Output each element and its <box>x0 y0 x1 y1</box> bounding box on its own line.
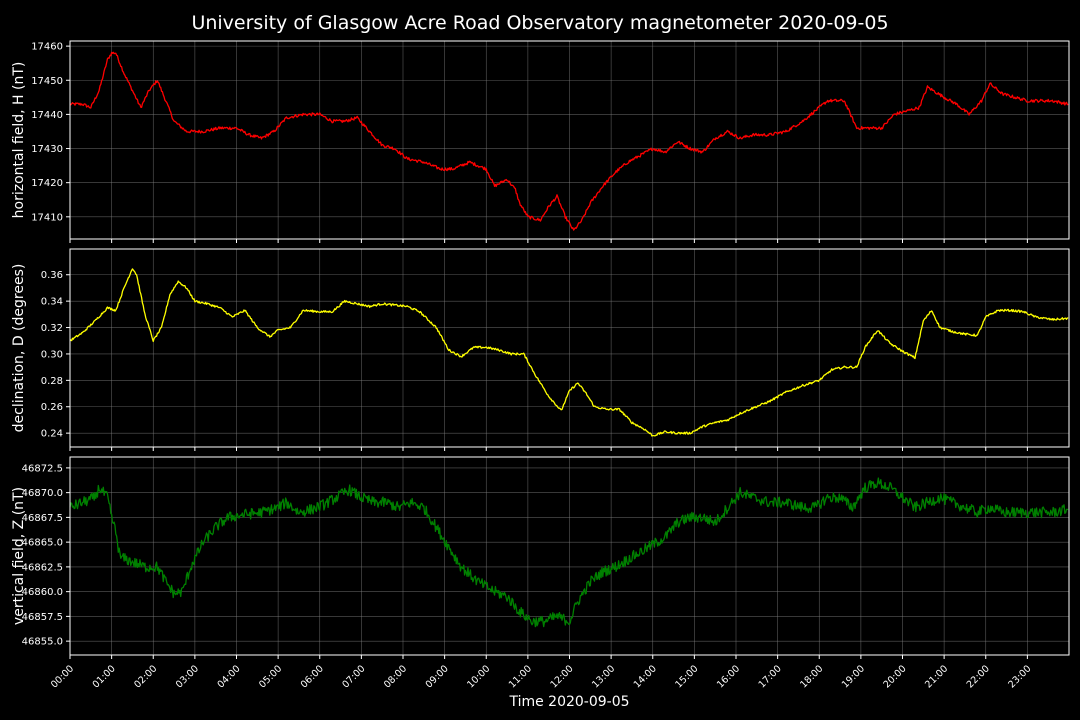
x-tick-label: 17:00 <box>757 663 784 690</box>
x-tick-label: 16:00 <box>715 663 742 690</box>
x-tick-label: 18:00 <box>798 663 825 690</box>
y-tick-label: 0.32 <box>41 323 63 334</box>
panels: 17410 17420 17430 17440 17450 17460 horizontal… <box>11 40 1070 710</box>
plot-frame <box>69 456 1070 656</box>
y-tick-label: 46855.0 <box>22 637 63 648</box>
y-tick-label: 46872.5 <box>22 463 63 474</box>
y-tick-label: 17430 <box>31 144 63 155</box>
plot-frame <box>69 248 1070 448</box>
x-tick-label: 04:00 <box>216 663 243 690</box>
y-tick-label: 46860.0 <box>22 587 63 598</box>
series-line <box>69 268 1069 437</box>
plot-frame <box>69 40 1070 240</box>
y-axis-label: vertical field, Z (nT) <box>11 487 27 625</box>
y-axis-label: horizontal field, H (nT) <box>11 62 27 219</box>
x-tick-label: 13:00 <box>590 663 617 690</box>
series-line <box>69 51 1069 231</box>
x-tick-label: 02:00 <box>132 663 159 690</box>
x-tick-label: 20:00 <box>882 663 909 690</box>
x-tick-label: 07:00 <box>340 663 367 690</box>
x-tick-label: 06:00 <box>299 663 326 690</box>
x-tick-label: 10:00 <box>465 663 492 690</box>
x-tick-label: 08:00 <box>382 663 409 690</box>
x-tick-label: 03:00 <box>174 663 201 690</box>
y-tick-label: 17440 <box>31 110 63 121</box>
y-tick-label: 46862.5 <box>22 562 63 573</box>
y-tick-label: 0.24 <box>41 429 63 440</box>
chart-title: University of Glasgow Acre Road Observat… <box>191 12 888 34</box>
x-tick-label: 09:00 <box>424 663 451 690</box>
panel-2: 0.24 0.26 0.28 0.30 0.32 0.34 0.36 declination,… <box>11 248 1070 451</box>
y-tick-label: 46857.5 <box>22 612 63 623</box>
y-tick-label: 0.28 <box>41 376 63 387</box>
x-tick-label: 15:00 <box>673 663 700 690</box>
y-tick-label: 17450 <box>31 76 63 87</box>
x-tick-label: 01:00 <box>91 663 118 690</box>
x-tick-label: 22:00 <box>965 663 992 690</box>
x-tick-label: 23:00 <box>1006 663 1033 690</box>
panel-3: 46855.0 46857.5 46860.0 46862.5 46865.0 46867… <box>11 456 1070 710</box>
y-tick-label: 0.36 <box>41 270 63 281</box>
y-tick-label: 0.34 <box>41 297 63 308</box>
x-tick-label: 12:00 <box>549 663 576 690</box>
y-tick-label: 17410 <box>31 212 63 223</box>
x-tick-label: 05:00 <box>257 663 284 690</box>
y-tick-label: 0.26 <box>41 402 63 413</box>
y-tick-label: 17420 <box>31 178 63 189</box>
x-tick-label: 11:00 <box>507 663 534 690</box>
series-line <box>69 477 1069 628</box>
y-tick-label: 0.30 <box>41 349 63 360</box>
x-axis-label: Time 2020-09-05 <box>508 694 629 710</box>
panel-1: 17410 17420 17430 17440 17450 17460 horizontal… <box>11 40 1070 243</box>
y-tick-label: 46867.5 <box>22 513 63 524</box>
x-tick-label: 21:00 <box>923 663 950 690</box>
y-tick-label: 17460 <box>31 42 63 53</box>
y-axis-label: declination, D (degrees) <box>11 264 27 433</box>
x-tick-label: 00:00 <box>49 663 76 690</box>
y-tick-label: 46870.0 <box>22 488 63 499</box>
y-tick-label: 46865.0 <box>22 538 63 549</box>
x-tick-label: 14:00 <box>632 663 659 690</box>
x-tick-label: 19:00 <box>840 663 867 690</box>
